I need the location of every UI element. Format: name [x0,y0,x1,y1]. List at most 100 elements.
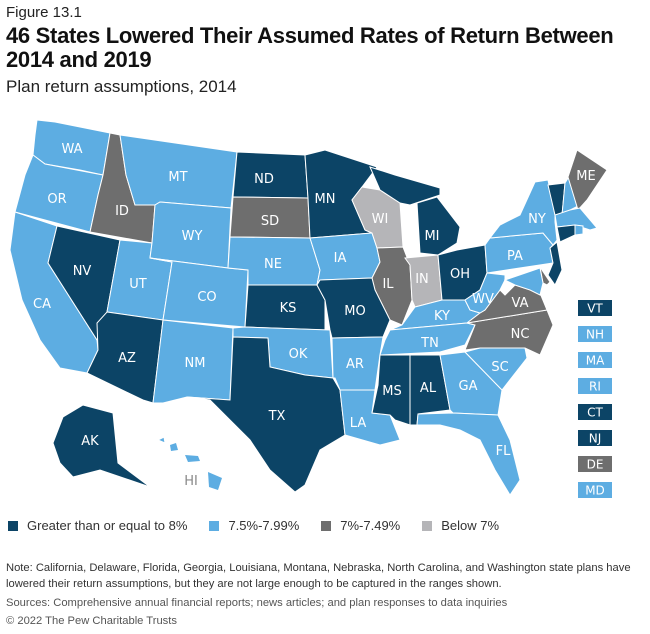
state-mi [369,166,441,206]
small-state-swatch [578,404,612,420]
state-mi [416,196,461,256]
small-state-box-ct: CT [578,404,612,420]
state-ny [488,179,558,246]
copyright: © 2022 The Pew Charitable Trusts [6,615,177,627]
state-label: GA [459,379,478,394]
state-hi-island [170,443,178,451]
state-label: PA [507,249,523,264]
state-me [567,149,608,211]
legend-item-ge8: Greater than or equal to 8% [8,518,187,533]
small-state-swatch [578,430,612,446]
state-label: CA [33,297,51,312]
legend-swatch [321,520,332,531]
legend-label: Greater than or equal to 8% [27,518,188,533]
state-label: LA [350,416,367,431]
small-state-label: CT [587,406,603,420]
small-state-label: MA [586,354,605,368]
state-label: MN [315,192,336,207]
state-label: ME [576,169,595,184]
state-label: WY [182,229,203,244]
state-label: NE [264,257,282,272]
small-state-box-ri: RI [578,378,612,394]
small-state-swatch [578,456,612,472]
state-fl [416,412,521,496]
state-label: NY [528,212,546,227]
small-state-box-nj: NJ [578,430,612,446]
legend-label: Below 7% [441,518,500,533]
state-label: VA [512,296,529,311]
small-state-box-vt: VT [578,300,612,316]
legend-label: 7%-7.49% [340,518,401,533]
state-label: WI [372,212,389,227]
state-label: NM [185,356,206,371]
small-state-label: RI [589,380,601,394]
legend-swatch [209,520,220,531]
state-label: MI [424,229,439,244]
state-label: MO [344,304,365,319]
small-state-box-nh: NH [578,326,612,342]
state-label: CO [197,290,216,305]
state-ct [556,224,576,243]
state-label: NC [511,327,530,342]
state-label: OK [289,347,308,362]
legend-label: 7.5%-7.99% [228,518,300,533]
small-state-label: NJ [589,432,602,446]
small-state-swatch [578,352,612,368]
state-label: SC [491,360,508,375]
state-nc [464,309,554,356]
state-label: TX [268,409,286,424]
state-label: UT [129,277,147,292]
figure-label: Figure 13.1 [6,4,82,21]
state-wv [464,272,506,314]
legend: Greater than or equal to 8% 7.5%-7.99% 7… [8,518,499,533]
state-label: NV [73,264,92,279]
state-hi [156,436,166,444]
small-state-label: VT [587,302,603,316]
state-label: WV [472,292,494,307]
small-state-swatch [578,378,612,394]
state-label: AL [420,381,437,396]
state-la [339,389,401,446]
state-label: IN [415,272,429,287]
state-ks [244,284,326,331]
state-label-hi: HI [184,474,198,489]
figure-title: 46 States Lowered Their Assumed Rates of… [6,23,614,72]
state-label: FL [496,444,511,459]
state-label: MS [382,384,401,399]
state-tx [186,336,346,493]
small-state-box-md: MD [578,482,612,498]
small-state-swatch [578,326,612,342]
legend-swatch [8,520,18,531]
figure-subtitle: Plan return assumptions, 2014 [6,77,237,96]
small-state-label: NH [586,328,604,342]
small-state-swatch [578,300,612,316]
small-state-swatch [578,482,612,498]
note: Note: California, Delaware, Florida, Geo… [6,562,631,590]
legend-swatch [422,520,433,531]
state-label: SD [261,214,279,229]
state-wa [32,119,111,176]
state-label: WA [61,142,82,157]
sources: Sources: Comprehensive annual financial … [6,597,508,609]
state-label: AZ [118,351,136,366]
legend-item-70: 7%-7.49% [321,518,400,533]
state-hi-island [208,472,222,490]
state-label: KS [280,301,297,316]
state-label: MT [168,170,187,185]
state-label: OR [47,192,66,207]
state-label: ID [115,204,129,219]
state-label: AR [346,357,364,372]
legend-item-75: 7.5%-7.99% [209,518,299,533]
state-label: AK [81,434,99,449]
state-nj [547,241,563,286]
small-state-label: MD [585,484,605,498]
state-label: TN [420,336,439,351]
state-md [503,267,544,296]
state-hi-island [185,455,200,462]
legend-item-lt7: Below 7% [422,518,499,533]
state-label: KY [434,309,450,324]
state-ri [574,224,584,236]
state-il [371,246,413,326]
state-label: IA [334,251,347,266]
